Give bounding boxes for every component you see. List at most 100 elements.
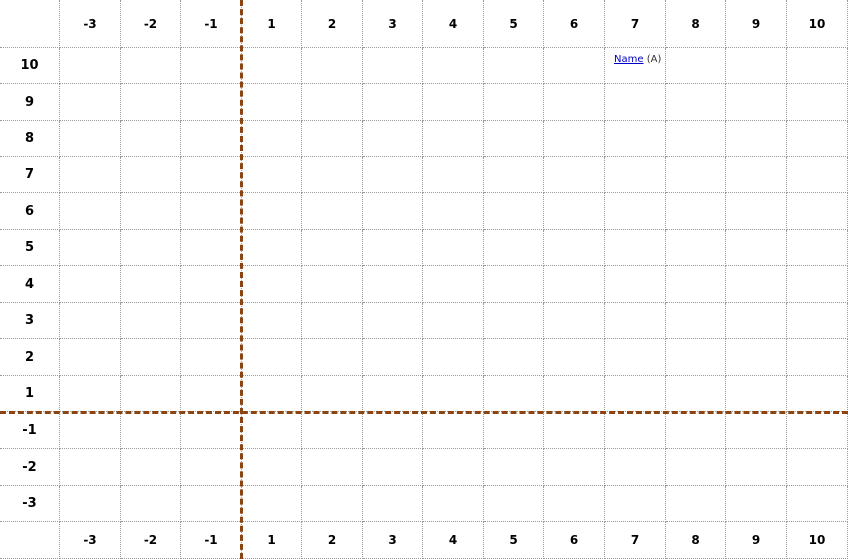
grid-cell	[666, 303, 726, 339]
column-header-top: 1	[242, 0, 302, 48]
grid-cell	[302, 157, 363, 193]
grid-cell	[60, 157, 121, 193]
grid-cell	[544, 193, 605, 230]
column-header-bottom: 8	[666, 522, 726, 559]
grid-cell	[484, 486, 544, 522]
grid-cell	[605, 193, 666, 230]
point-suffix: (A)	[646, 54, 662, 65]
grid-cell	[787, 266, 848, 303]
grid-cell	[423, 412, 484, 449]
grid-cell	[787, 303, 848, 339]
column-header-top: 6	[544, 0, 605, 48]
grid-cell	[484, 48, 544, 84]
grid-cell	[121, 486, 181, 522]
grid-cell	[544, 339, 605, 376]
grid-cell	[666, 449, 726, 486]
grid-cell	[363, 449, 423, 486]
column-header-top: 2	[302, 0, 363, 48]
grid-cell	[726, 266, 787, 303]
grid-cell	[787, 230, 848, 266]
column-header-bottom: 2	[302, 522, 363, 559]
row-header: -3	[0, 486, 60, 522]
grid-cell	[302, 266, 363, 303]
grid-cell	[787, 449, 848, 486]
column-header-top: 7	[605, 0, 666, 48]
grid-cell	[363, 303, 423, 339]
grid-cell	[726, 193, 787, 230]
column-header-bottom: 4	[423, 522, 484, 559]
grid-cell	[302, 193, 363, 230]
grid-cell	[121, 157, 181, 193]
grid-cell	[302, 339, 363, 376]
grid-cell	[60, 303, 121, 339]
grid-cell	[726, 412, 787, 449]
grid-cell	[484, 449, 544, 486]
point-label-a: Name (A)	[614, 54, 661, 65]
column-header-top: 9	[726, 0, 787, 48]
column-header-top: 8	[666, 0, 726, 48]
grid-cell	[302, 376, 363, 412]
row-header: 1	[0, 376, 60, 412]
grid-cell	[121, 449, 181, 486]
grid-cell	[726, 339, 787, 376]
grid-cell	[363, 486, 423, 522]
grid-cell	[484, 84, 544, 121]
grid-cell	[666, 376, 726, 412]
grid-cell	[423, 193, 484, 230]
grid-cell	[787, 376, 848, 412]
row-header: 10	[0, 48, 60, 84]
grid-cell	[605, 48, 666, 84]
grid-cell	[484, 121, 544, 157]
grid-cell	[242, 193, 302, 230]
grid-cell	[484, 376, 544, 412]
x-axis-line	[0, 411, 848, 414]
grid-cell	[363, 121, 423, 157]
grid-cell	[544, 230, 605, 266]
grid-cell	[605, 84, 666, 121]
grid-cell	[242, 303, 302, 339]
grid-cell	[181, 121, 242, 157]
corner-cell-top	[0, 0, 60, 48]
grid-cell	[544, 84, 605, 121]
grid-cell	[787, 157, 848, 193]
grid-cell	[181, 412, 242, 449]
grid-cell	[726, 157, 787, 193]
grid-cell	[484, 193, 544, 230]
corner-cell-bottom	[0, 522, 60, 559]
grid-cell	[605, 486, 666, 522]
grid-cell	[121, 121, 181, 157]
grid-cell	[726, 486, 787, 522]
grid-cell	[544, 303, 605, 339]
grid-cell	[726, 449, 787, 486]
grid-cell	[60, 84, 121, 121]
grid-cell	[484, 339, 544, 376]
grid-cell	[423, 266, 484, 303]
grid-cell	[666, 157, 726, 193]
grid-cell	[60, 266, 121, 303]
point-name-link[interactable]: Name	[614, 54, 644, 65]
grid-cell	[544, 376, 605, 412]
grid-cell	[484, 412, 544, 449]
row-header: 6	[0, 193, 60, 230]
grid-cell	[605, 266, 666, 303]
grid-cell	[121, 230, 181, 266]
y-axis-line	[240, 0, 243, 559]
grid-cell	[544, 157, 605, 193]
grid-cell	[787, 339, 848, 376]
grid-cell	[423, 157, 484, 193]
row-header: 4	[0, 266, 60, 303]
grid-cell	[423, 303, 484, 339]
grid-cell	[121, 48, 181, 84]
grid-cell	[181, 157, 242, 193]
grid-cell	[121, 339, 181, 376]
grid-cell	[726, 84, 787, 121]
column-header-top: 4	[423, 0, 484, 48]
column-header-top: -3	[60, 0, 121, 48]
row-header: 7	[0, 157, 60, 193]
grid-cell	[544, 449, 605, 486]
grid-cell	[242, 48, 302, 84]
grid-cell	[121, 193, 181, 230]
grid-cell	[787, 486, 848, 522]
grid-cell	[60, 230, 121, 266]
